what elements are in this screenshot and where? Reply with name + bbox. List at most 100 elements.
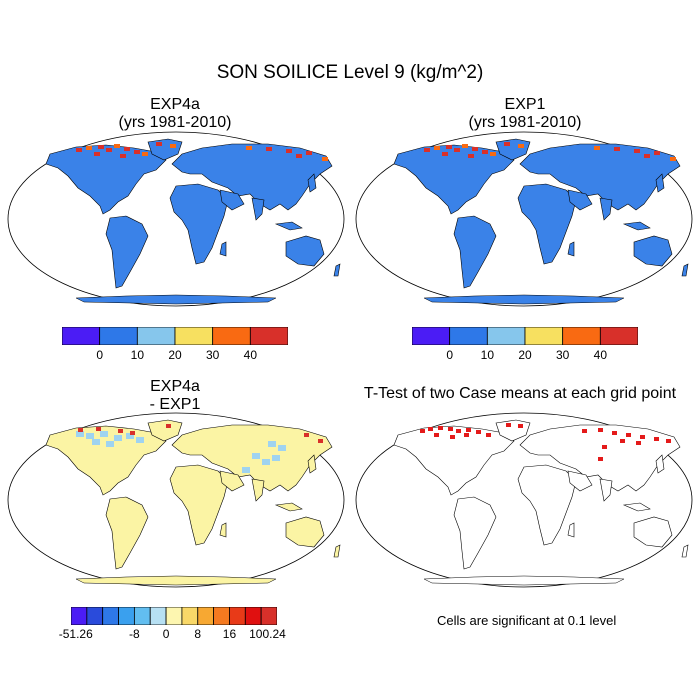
positive-diff-cell — [78, 428, 83, 432]
negative-diff-cell — [242, 467, 250, 473]
high-latitude-cell — [286, 149, 292, 153]
colorbar-diff-labels: -51.26 -8 0 8 16 100.24 — [59, 627, 286, 643]
panel-title-line1: EXP1 — [504, 96, 546, 113]
high-latitude-cell — [156, 142, 162, 146]
australia-landmass — [633, 516, 673, 548]
negative-diff-cell — [252, 453, 260, 459]
panel-title-exp1: EXP1 (yrs 1981-2010) — [375, 96, 675, 132]
significant-cell — [486, 433, 491, 437]
australia-landmass — [633, 235, 673, 267]
negative-diff-cell — [136, 437, 144, 443]
antarctica-landmass — [75, 575, 277, 586]
significant-cell — [602, 445, 607, 449]
significant-cell — [506, 423, 511, 427]
high-latitude-cell — [518, 144, 524, 148]
colorbar-swatch — [197, 607, 215, 625]
south-america-landmass — [453, 215, 497, 289]
madagascar-landmass — [219, 522, 227, 538]
significant-cell — [420, 429, 425, 433]
arabia-landmass — [219, 189, 245, 211]
colorbar-tick-label: 10 — [480, 348, 495, 362]
colorbar-swatch — [229, 607, 246, 625]
antarctica-landmass — [423, 575, 625, 586]
high-latitude-cell — [442, 152, 448, 156]
negative-diff-cell — [106, 441, 114, 447]
map-exp1 — [355, 131, 693, 307]
colorbar-swatch — [174, 327, 214, 345]
high-latitude-cell — [594, 146, 600, 150]
colorbar-exp1-labels: 0 10 20 30 40 — [412, 348, 638, 364]
negative-diff-cell — [278, 445, 286, 451]
japan-landmass — [655, 173, 665, 193]
new-zealand-landmass — [333, 544, 341, 558]
colorbar-swatch — [99, 327, 138, 345]
colorbar-swatch — [136, 327, 176, 345]
significant-cell — [466, 428, 471, 432]
arabia-landmass — [567, 189, 593, 211]
colorbar-swatch — [562, 327, 601, 345]
negative-diff-cell — [76, 431, 84, 437]
positive-diff-cell — [118, 429, 123, 433]
panel-title-line2: (yrs 1981-2010) — [118, 114, 232, 131]
colorbar-swatch — [133, 607, 151, 625]
colorbar-swatch — [260, 607, 277, 625]
map-diff — [7, 412, 345, 588]
colorbar-swatch — [412, 327, 451, 345]
colorbar-tick-label: 30 — [555, 348, 570, 362]
panel-title-line1: T-Test of two Case means at each grid po… — [363, 385, 677, 402]
panel-title-exp4a: EXP4a (yrs 1981-2010) — [25, 96, 325, 132]
high-latitude-cell — [124, 147, 130, 151]
colorbar-swatch — [165, 607, 183, 625]
colorbar-swatch — [212, 327, 251, 345]
high-latitude-cell — [296, 154, 302, 158]
panel-title-ttest: T-Test of two Case means at each grid po… — [340, 385, 700, 403]
greenland-landmass — [147, 419, 183, 442]
high-latitude-cell — [106, 148, 112, 152]
significant-cell — [612, 431, 617, 435]
colorbar-tick-label: 10 — [130, 348, 145, 362]
high-latitude-cell — [472, 147, 478, 151]
north-america-landmass — [45, 425, 167, 496]
colorbar-swatch — [149, 607, 167, 625]
negative-diff-cell — [86, 433, 94, 439]
significant-cell — [476, 430, 481, 434]
north-america-landmass — [45, 144, 167, 215]
positive-diff-cell — [130, 431, 135, 435]
se-asia-islands-landmass — [274, 502, 303, 512]
colorbar-swatch — [118, 607, 135, 625]
negative-diff-cell — [100, 431, 108, 437]
colorbar-swatch — [449, 327, 488, 345]
negative-diff-cell — [92, 439, 100, 445]
australia-landmass — [285, 235, 325, 267]
new-zealand-landmass — [681, 263, 689, 277]
high-latitude-cell — [462, 144, 468, 148]
significant-cell — [598, 457, 603, 461]
panel-title-line2: (yrs 1981-2010) — [468, 114, 582, 131]
antarctica-landmass — [75, 294, 277, 305]
colorbar-tick-label: 100.24 — [249, 627, 286, 641]
india-landmass — [599, 197, 613, 221]
negative-diff-cell — [272, 455, 280, 461]
significant-cell — [582, 429, 587, 433]
panel-title-line1: EXP4a — [150, 96, 200, 113]
significant-cell — [450, 435, 455, 439]
figure-title: SON SOILICE Level 9 (kg/m^2) — [216, 62, 484, 83]
significant-cell — [598, 428, 603, 432]
high-latitude-cell — [482, 150, 488, 154]
colorbar-tick-label: -51.26 — [58, 627, 93, 641]
high-latitude-cell — [644, 154, 650, 158]
australia-landmass — [285, 516, 325, 548]
se-asia-islands-landmass — [622, 221, 651, 231]
arabia-landmass — [567, 470, 593, 492]
positive-diff-cell — [96, 427, 101, 431]
colorbar-tick-label: 16 — [222, 627, 237, 641]
negative-diff-cell — [262, 459, 270, 465]
colorbar-exp4a-labels: 0 10 20 30 40 — [62, 348, 288, 364]
high-latitude-cell — [424, 148, 430, 152]
high-latitude-cell — [94, 152, 100, 156]
map-exp4a — [7, 131, 345, 307]
colorbar-tick-label: 0 — [96, 348, 103, 362]
colorbar-tick-label: 40 — [593, 348, 608, 362]
north-america-landmass — [393, 425, 515, 496]
high-latitude-cell — [634, 149, 640, 153]
